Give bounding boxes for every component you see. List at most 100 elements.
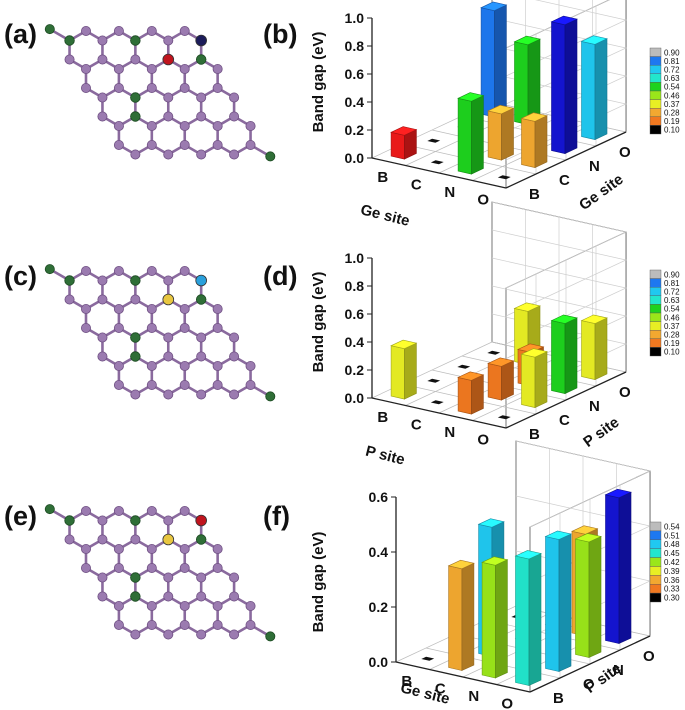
bar-front	[605, 494, 620, 644]
framework-atom	[163, 515, 174, 526]
y-tick-label: O	[619, 384, 631, 401]
colorbar-tick-label: 0.46	[664, 91, 680, 100]
framework-atom	[179, 601, 190, 612]
framework-atom	[229, 389, 240, 400]
bar-top	[487, 357, 515, 367]
colorbar-tick-label: 0.30	[664, 594, 680, 603]
z-tick-label: 0.4	[345, 94, 365, 110]
colorbar-cell	[649, 521, 662, 532]
chart-d-yaxis-name: P site	[580, 414, 622, 451]
bar-O-B	[514, 550, 542, 686]
edge-atom	[130, 572, 141, 583]
bar-top	[447, 559, 475, 570]
colorbar-cell	[649, 584, 662, 594]
floor-patch	[430, 400, 444, 405]
panel-label-a: (a)	[4, 19, 37, 49]
panel-label-e: (e)	[4, 501, 37, 531]
framework-atom	[179, 121, 190, 132]
bar-side	[534, 351, 548, 409]
framework-atom	[212, 64, 223, 75]
framework-atom	[113, 322, 124, 333]
floor-patch	[497, 175, 511, 180]
edge-atom	[130, 275, 141, 286]
chart-f: Band gap (eV) Ge site P site 0.00.20.40.…	[310, 440, 680, 710]
bar-side	[564, 18, 578, 155]
colorbar-tick-label: 0.10	[664, 126, 680, 135]
z-gridline	[491, 201, 628, 289]
z-tick-label: 0.0	[369, 654, 389, 670]
framework-atom	[212, 360, 223, 371]
colorbar-tick-label: 0.63	[664, 296, 680, 305]
bar-side	[494, 4, 507, 118]
edge-atom	[44, 264, 55, 275]
framework-atom	[196, 351, 207, 362]
bar-front	[515, 555, 530, 686]
colorbar-cell	[649, 548, 662, 558]
bar-top	[580, 35, 608, 45]
framework-atom	[179, 83, 190, 94]
z-gridline	[505, 0, 628, 77]
bar-side	[404, 342, 417, 400]
colorbar-cell	[649, 90, 662, 100]
framework-atom	[196, 572, 207, 583]
framework-atom	[245, 139, 256, 150]
colorbar-cell	[649, 321, 662, 331]
bar-N-B	[457, 371, 485, 415]
bar-O-O	[580, 314, 608, 381]
y-tick-label: C	[583, 676, 594, 693]
framework-atom	[113, 265, 124, 276]
x-tick-label: O	[477, 191, 489, 208]
bar-N-B	[481, 556, 509, 679]
bar-top	[580, 314, 608, 324]
colorbar-tick-label: 0.28	[664, 331, 680, 340]
framework-atom	[179, 620, 190, 631]
framework-atom	[97, 294, 108, 305]
colorbar-cell	[649, 287, 662, 297]
z-tick-label: 0.2	[345, 122, 365, 138]
edge-atom	[64, 515, 75, 526]
colorbar-cell	[649, 330, 662, 340]
framework-atom	[179, 544, 190, 555]
z-tick-label: 0.8	[345, 278, 365, 294]
floor-patch	[497, 415, 511, 420]
bar-O-C	[520, 112, 548, 169]
colorbar-cell	[649, 557, 662, 567]
framework-atom	[81, 83, 92, 94]
framework-atom	[212, 322, 223, 333]
framework-atom	[113, 601, 124, 612]
framework-atom	[130, 389, 141, 400]
z-gridline	[491, 229, 628, 317]
bar-front	[457, 97, 472, 175]
bar-top	[513, 35, 541, 46]
colorbar-cell	[649, 64, 662, 74]
framework-atom	[229, 92, 240, 103]
bar-top	[487, 104, 515, 115]
framework-atom	[212, 121, 223, 132]
framework-atom	[163, 92, 174, 103]
framework-atom	[163, 591, 174, 602]
edge-atom	[265, 391, 276, 402]
bar-front	[390, 131, 405, 160]
bar-O-O	[580, 35, 608, 141]
framework-atom	[146, 505, 157, 516]
framework-atom	[212, 303, 223, 314]
z-tick-label: 0.8	[345, 38, 365, 54]
framework-atom	[113, 544, 124, 555]
bar-O-C	[544, 530, 572, 672]
edge-atom	[130, 92, 141, 103]
colorbar-tick-label: 0.54	[664, 305, 680, 314]
colorbar-tick-label: 0.39	[664, 567, 680, 576]
framework-atom	[64, 534, 75, 545]
floor-patch	[427, 138, 441, 143]
bar-side	[588, 536, 602, 658]
y-tick-label: N	[613, 662, 624, 679]
framework-atom	[179, 563, 190, 574]
bar-front	[575, 538, 590, 658]
colorbar-cell	[649, 116, 662, 126]
framework-atom	[245, 121, 256, 132]
panel-label-b: (b)	[263, 19, 297, 49]
floor-patch	[427, 378, 441, 383]
bar-top	[457, 92, 485, 102]
colorbar-cell	[649, 107, 662, 117]
dopant-atom	[195, 514, 207, 527]
